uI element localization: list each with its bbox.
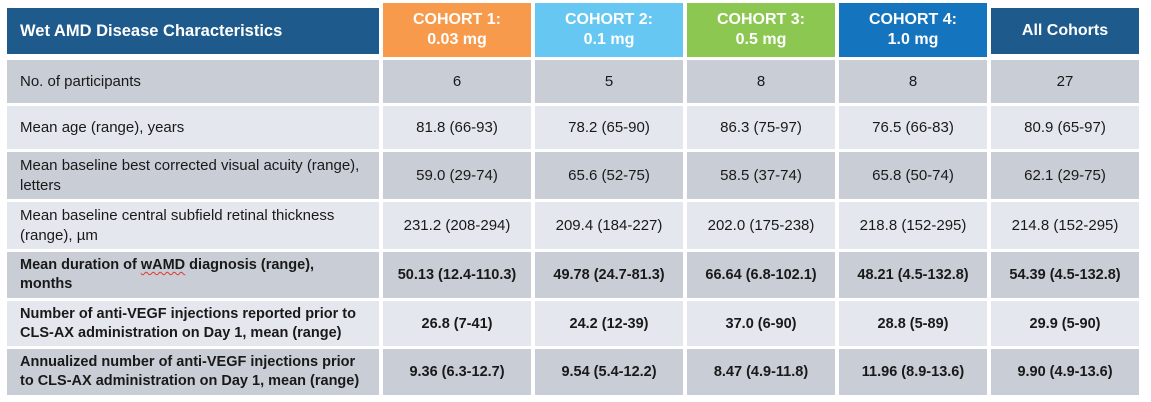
row-label-text: Mean duration of	[20, 257, 141, 273]
value-cell: 8	[839, 60, 987, 103]
spellcheck-flagged-word: wAMD	[140, 257, 186, 273]
value-cell: 218.8 (152-295)	[839, 202, 987, 249]
row-label-text: Mean baseline best corrected visual acui…	[20, 157, 360, 194]
value-cell: 48.21 (4.5-132.8)	[839, 252, 987, 298]
value-cell: 50.13 (12.4-110.3)	[383, 252, 531, 298]
row-label-text: diagnosis (range), months	[20, 257, 315, 292]
all-cohorts-header-cell: All Cohorts	[991, 8, 1139, 54]
value-cell: 9.36 (6.3-12.7)	[383, 349, 531, 396]
value-cell: 8.47 (4.9-11.8)	[687, 349, 835, 396]
value-cell: 59.0 (29-74)	[383, 152, 531, 199]
row-label: Mean duration of wAMD diagnosis (range),…	[7, 252, 379, 298]
row-label-text: Number of anti-VEGF injections reported …	[20, 305, 356, 341]
value-cell: 11.96 (8.9-13.6)	[839, 349, 987, 396]
table-row: Mean age (range), years 81.8 (66-93) 78.2 …	[7, 106, 1139, 149]
value-cell: 66.64 (6.8-102.1)	[687, 252, 835, 298]
header-label-line2: 0.1 mg	[583, 31, 635, 48]
row-label: Mean age (range), years	[7, 106, 379, 149]
row-label-text: Mean baseline central subfield retinal t…	[20, 207, 335, 244]
value-cell: 65.6 (52-75)	[535, 152, 683, 199]
value-cell: 49.78 (24.7-81.3)	[535, 252, 683, 298]
header-label-line2: 1.0 mg	[887, 31, 939, 48]
header-label-line2: 0.03 mg	[427, 31, 487, 48]
value-cell: 214.8 (152-295)	[991, 202, 1139, 249]
value-cell: 78.2 (65-90)	[535, 106, 683, 149]
header-label-line1: COHORT 1:	[413, 11, 501, 28]
cohort-header-cell: COHORT 2: 0.1 mg	[535, 3, 683, 57]
row-label-text: No. of participants	[20, 72, 141, 90]
table-row: Number of anti-VEGF injections reported …	[7, 300, 1139, 347]
row-label: Annualized number of anti-VEGF injection…	[7, 349, 379, 396]
cohort-header-cell: COHORT 4: 1.0 mg	[839, 3, 987, 57]
value-cell: 28.8 (5-89)	[839, 300, 987, 347]
value-cell: 62.1 (29-75)	[991, 152, 1139, 199]
table-row: Mean baseline central subfield retinal t…	[7, 202, 1139, 249]
value-cell: 9.54 (5.4-12.2)	[535, 349, 683, 396]
value-cell: 26.8 (7-41)	[383, 300, 531, 347]
value-cell: 5	[535, 60, 683, 103]
value-cell: 231.2 (208-294)	[383, 202, 531, 249]
value-cell: 80.9 (65-97)	[991, 106, 1139, 149]
row-label-text: Annualized number of anti-VEGF injection…	[20, 354, 360, 390]
value-cell: 37.0 (6-90)	[687, 300, 835, 347]
value-cell: 27	[991, 60, 1139, 103]
value-cell: 81.8 (66-93)	[383, 106, 531, 149]
value-cell: 9.90 (4.9-13.6)	[991, 349, 1139, 396]
header-label-line1: COHORT 4:	[869, 11, 957, 28]
table-row: Mean baseline best corrected visual acui…	[7, 152, 1139, 199]
row-label: Mean baseline central subfield retinal t…	[7, 202, 379, 249]
header-label: Wet AMD Disease Characteristics	[20, 21, 283, 40]
table-row: No. of participants 6 5 8 8 27	[7, 60, 1139, 103]
value-cell: 54.39 (4.5-132.8)	[991, 252, 1139, 298]
row-label-text: Mean age (range), years	[20, 118, 185, 136]
value-cell: 6	[383, 60, 531, 103]
cohort-header-cell: COHORT 3: 0.5 mg	[687, 3, 835, 57]
table-row: Mean duration of wAMD diagnosis (range),…	[7, 252, 1139, 298]
header-label-line2: 0.5 mg	[735, 31, 787, 48]
value-cell: 8	[687, 60, 835, 103]
row-label: Mean baseline best corrected visual acui…	[7, 152, 379, 199]
table-row: Annualized number of anti-VEGF injection…	[7, 349, 1139, 396]
row-label: No. of participants	[7, 60, 379, 103]
header-label: All Cohorts	[1021, 22, 1109, 39]
row-label: Number of anti-VEGF injections reported …	[7, 300, 379, 347]
header-label-line1: COHORT 2:	[565, 11, 653, 28]
cohort-header-cell: COHORT 1: 0.03 mg	[383, 3, 531, 57]
value-cell: 86.3 (75-97)	[687, 106, 835, 149]
value-cell: 29.9 (5-90)	[991, 300, 1139, 347]
value-cell: 209.4 (184-227)	[535, 202, 683, 249]
characteristics-table: Wet AMD Disease Characteristics COHORT 1:…	[7, 3, 1139, 396]
table-header-row: Wet AMD Disease Characteristics COHORT 1:…	[7, 3, 1139, 57]
value-cell: 202.0 (175-238)	[687, 202, 835, 249]
value-cell: 76.5 (66-83)	[839, 106, 987, 149]
value-cell: 24.2 (12-39)	[535, 300, 683, 347]
value-cell: 58.5 (37-74)	[687, 152, 835, 199]
value-cell: 65.8 (50-74)	[839, 152, 987, 199]
row-header-title-cell: Wet AMD Disease Characteristics	[7, 8, 379, 54]
header-label-line1: COHORT 3:	[717, 11, 805, 28]
